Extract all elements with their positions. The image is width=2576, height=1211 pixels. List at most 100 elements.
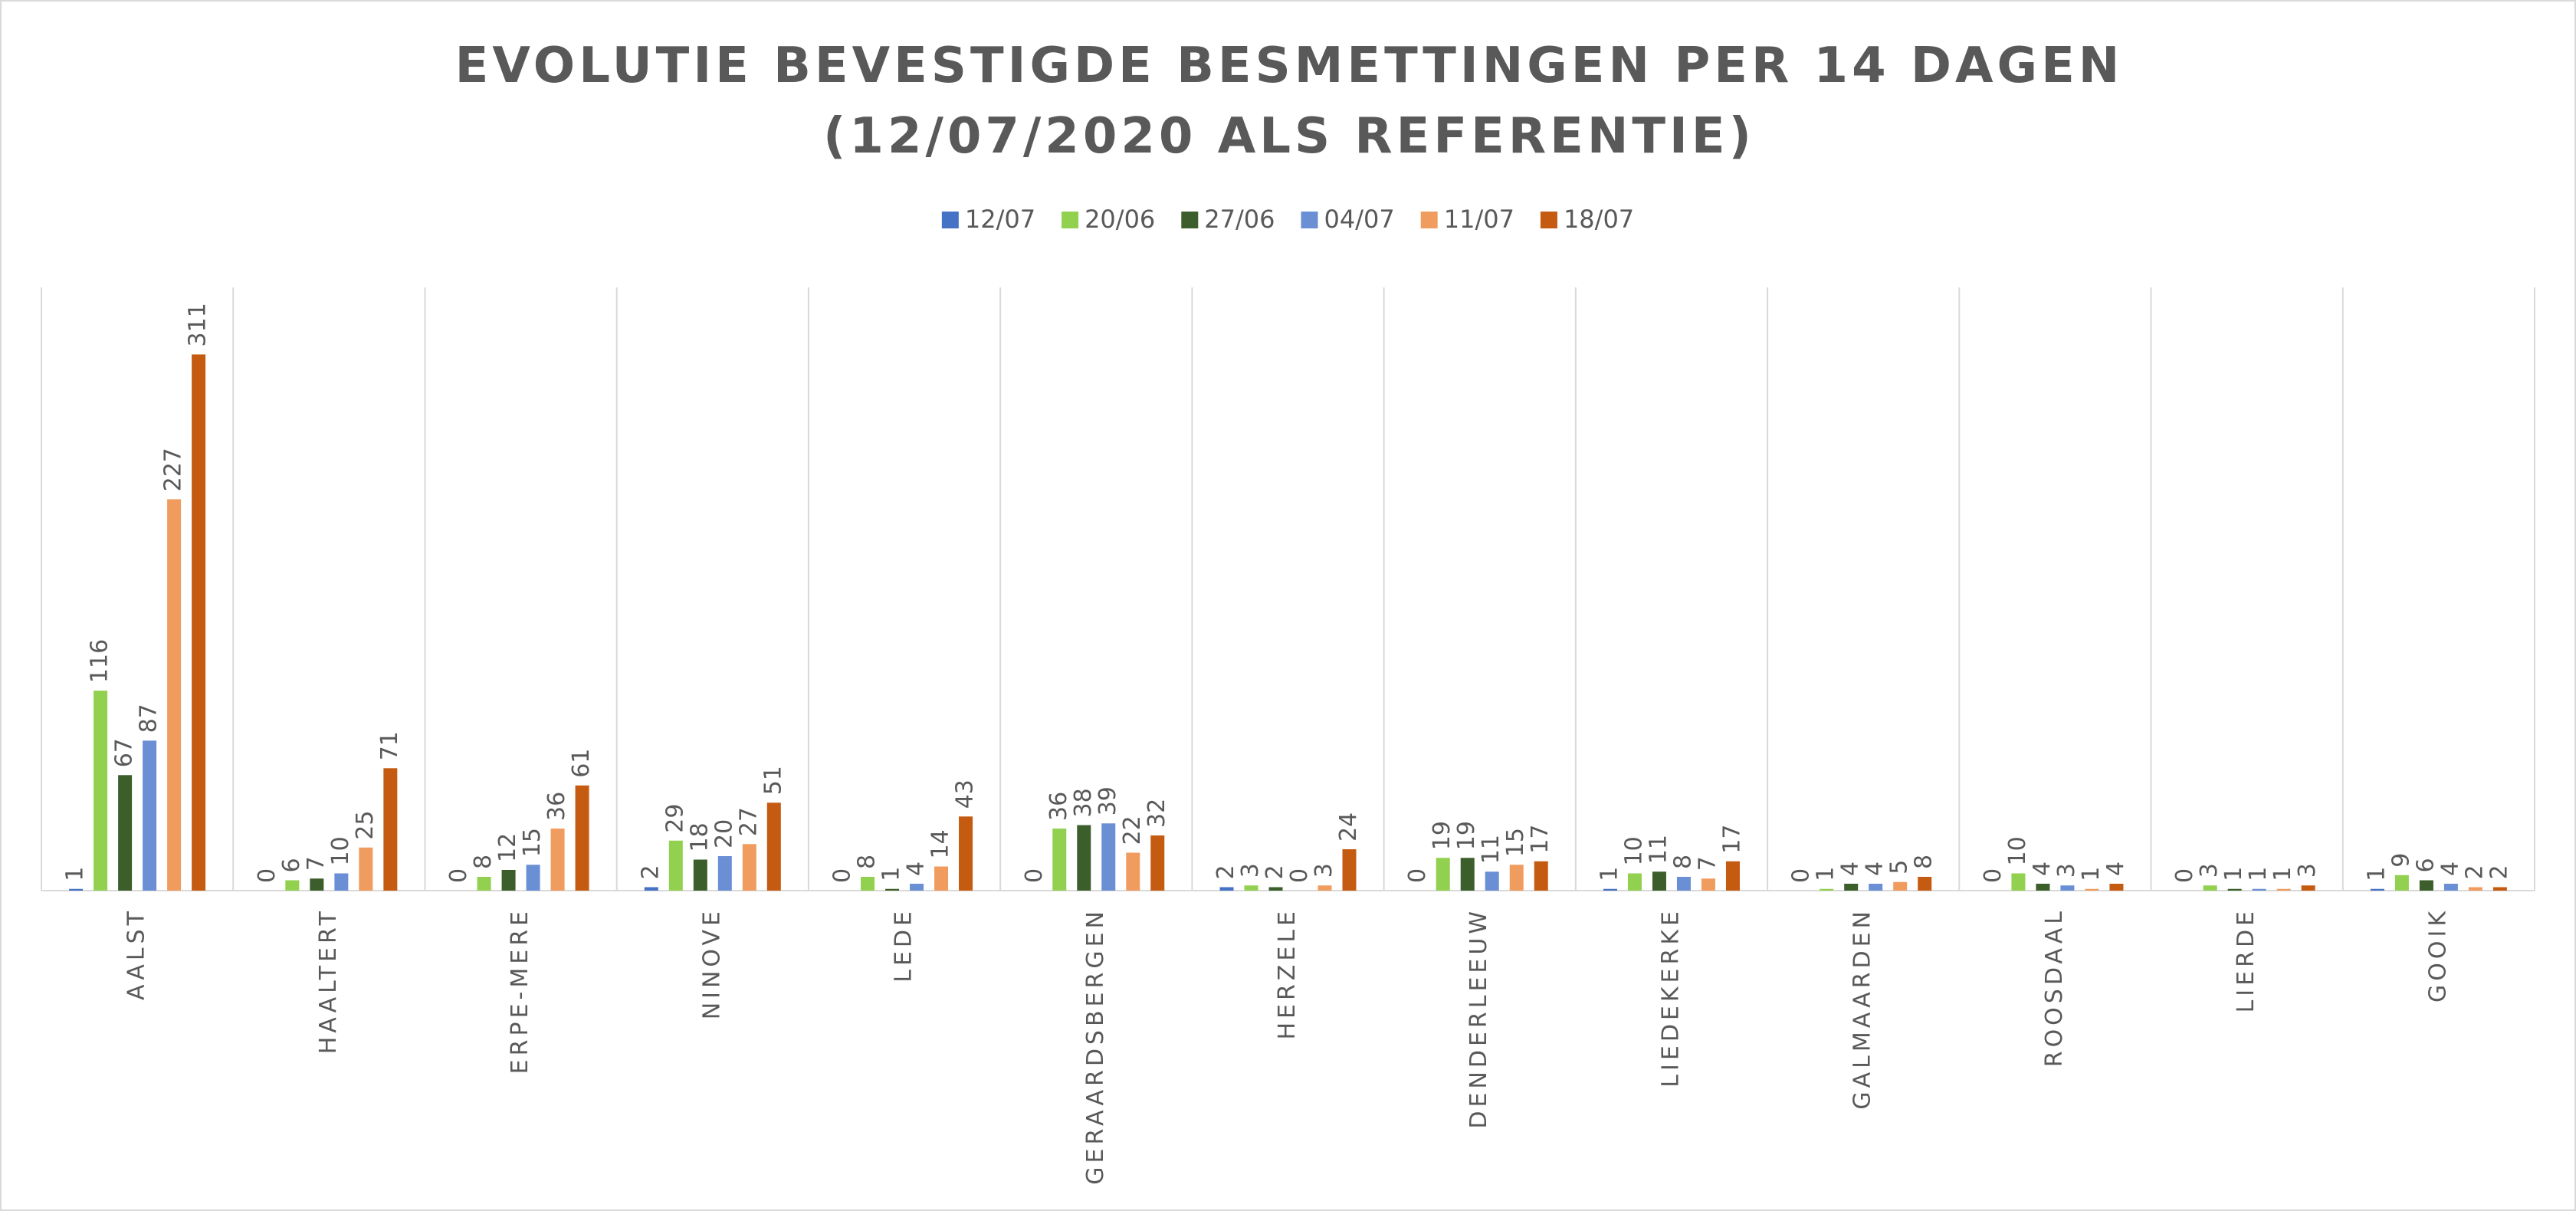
bar bbox=[167, 499, 182, 891]
data-label: 4 bbox=[2102, 861, 2129, 876]
bar bbox=[526, 865, 540, 891]
data-label: 1 bbox=[2220, 867, 2247, 881]
data-label: 15 bbox=[1502, 828, 1529, 857]
legend-label: 27/06 bbox=[1204, 205, 1275, 234]
data-label: 38 bbox=[1070, 788, 1097, 817]
legend-item: 18/07 bbox=[1540, 205, 1634, 234]
data-label: 1 bbox=[2269, 867, 2296, 881]
data-label: 32 bbox=[1144, 799, 1170, 828]
data-label: 51 bbox=[760, 766, 786, 795]
data-label: 0 bbox=[1286, 868, 1313, 883]
data-label: 227 bbox=[160, 448, 187, 491]
data-label: 0 bbox=[829, 868, 856, 883]
data-label: 7 bbox=[1694, 856, 1721, 871]
bar bbox=[2227, 888, 2242, 891]
legend: 12/07 20/06 27/06 04/07 11/07 18/07 bbox=[941, 205, 1634, 234]
bar bbox=[2301, 885, 2315, 891]
legend-label: 20/06 bbox=[1085, 205, 1155, 234]
bar bbox=[2203, 885, 2217, 891]
bar bbox=[717, 856, 732, 891]
data-label: 0 bbox=[1404, 868, 1431, 883]
x-tick-label: LEDE bbox=[891, 907, 917, 983]
legend-item: 04/07 bbox=[1301, 205, 1395, 234]
data-label: 6 bbox=[278, 858, 305, 872]
data-label: 2 bbox=[1262, 865, 1288, 879]
bar bbox=[644, 887, 658, 891]
bar bbox=[693, 859, 707, 891]
data-label: 12 bbox=[494, 833, 521, 862]
data-label: 10 bbox=[1620, 836, 1647, 865]
bar bbox=[668, 840, 683, 891]
data-label: 0 bbox=[2171, 868, 2198, 883]
bar bbox=[2252, 888, 2266, 891]
x-tick-label: GOOIK bbox=[2424, 907, 2451, 1003]
bar bbox=[1534, 861, 1548, 891]
legend-label: 12/07 bbox=[965, 205, 1035, 234]
data-label: 1 bbox=[2078, 867, 2105, 881]
data-label: 11 bbox=[1645, 835, 1672, 864]
bar bbox=[1820, 888, 1834, 891]
data-label: 11 bbox=[1478, 835, 1505, 864]
data-label: 2 bbox=[2486, 865, 2512, 879]
data-label: 67 bbox=[111, 738, 138, 767]
data-label: 5 bbox=[1886, 860, 1913, 875]
data-label: 36 bbox=[1045, 792, 1072, 821]
data-label: 1 bbox=[1596, 867, 1623, 881]
bar bbox=[2011, 873, 2026, 891]
bar bbox=[766, 802, 781, 891]
x-tick-label: DENDERLEEUW bbox=[1465, 907, 1492, 1129]
bar bbox=[1126, 852, 1140, 891]
bar bbox=[1844, 884, 1859, 891]
legend-swatch bbox=[1420, 212, 1438, 228]
bar bbox=[1244, 885, 1258, 891]
data-label: 87 bbox=[136, 704, 162, 733]
data-label: 6 bbox=[2412, 858, 2439, 872]
legend-label: 11/07 bbox=[1444, 205, 1514, 234]
bar bbox=[1268, 887, 1283, 891]
bar bbox=[334, 873, 349, 891]
data-label: 1 bbox=[878, 867, 905, 881]
data-label: 22 bbox=[1119, 816, 1146, 845]
legend-item: 12/07 bbox=[941, 205, 1035, 234]
bar bbox=[910, 884, 924, 891]
data-label: 61 bbox=[568, 749, 595, 778]
data-label: 0 bbox=[445, 868, 472, 883]
bar bbox=[1603, 888, 1617, 891]
data-label: 43 bbox=[952, 779, 979, 809]
data-label: 0 bbox=[254, 868, 281, 883]
x-tick-label: GALMAARDEN bbox=[1849, 907, 1876, 1110]
bar bbox=[2109, 884, 2124, 891]
x-tick-label: ROOSDAAL bbox=[2041, 907, 2068, 1067]
data-label: 0 bbox=[1980, 868, 2007, 883]
bar bbox=[1509, 865, 1524, 891]
data-label: 0 bbox=[1021, 868, 1048, 883]
bar bbox=[94, 691, 108, 891]
legend-swatch bbox=[1181, 212, 1199, 228]
bar bbox=[934, 866, 949, 891]
data-label: 39 bbox=[1094, 786, 1121, 816]
legend-swatch bbox=[1062, 212, 1079, 228]
bar bbox=[2276, 888, 2291, 891]
bar bbox=[1436, 858, 1450, 891]
data-label: 8 bbox=[854, 855, 881, 869]
data-label: 14 bbox=[927, 829, 954, 858]
legend-item: 20/06 bbox=[1062, 205, 1155, 234]
bar bbox=[1460, 858, 1475, 891]
bar bbox=[1701, 878, 1715, 891]
x-tick-label: LIEDEKERKE bbox=[1657, 907, 1684, 1088]
bar bbox=[192, 354, 206, 891]
bar bbox=[2060, 885, 2075, 891]
bar bbox=[2085, 888, 2099, 891]
data-label: 36 bbox=[543, 792, 570, 821]
legend-swatch bbox=[1540, 212, 1557, 228]
data-label: 3 bbox=[1311, 863, 1337, 878]
data-label: 2 bbox=[1213, 865, 1239, 879]
bar bbox=[742, 844, 756, 891]
data-label: 10 bbox=[2004, 836, 2031, 865]
x-tick-label: LIERDE bbox=[2233, 907, 2259, 1012]
data-label: 17 bbox=[1718, 825, 1745, 854]
bar bbox=[1485, 871, 1499, 891]
bar bbox=[1725, 861, 1740, 891]
data-label: 19 bbox=[1429, 821, 1455, 850]
